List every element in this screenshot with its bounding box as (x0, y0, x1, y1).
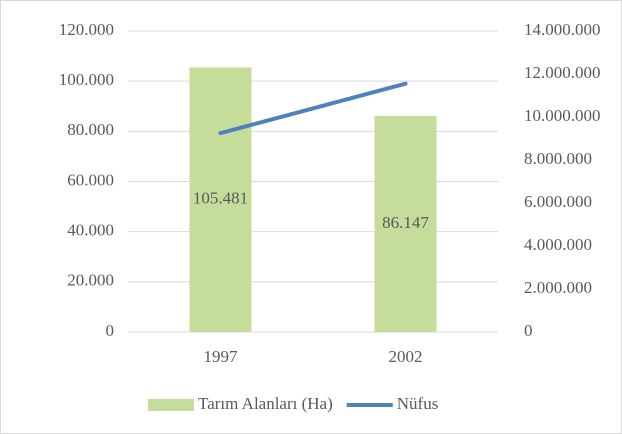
y2-tick-label: 0 (524, 321, 533, 340)
bar (189, 67, 252, 333)
x-tick-label: 2002 (389, 347, 423, 366)
y-tick-label: 0 (106, 321, 115, 340)
y-tick-label: 80.000 (67, 120, 114, 139)
legend-swatch (148, 399, 194, 411)
y2-tick-label: 4.000.000 (524, 235, 592, 254)
y-tick-label: 100.000 (59, 70, 114, 89)
y2-tick-label: 10.000.000 (524, 106, 601, 125)
y2-tick-label: 14.000.000 (524, 20, 601, 39)
y-tick-label: 40.000 (67, 221, 114, 240)
bar (374, 115, 437, 332)
y-tick-label: 60.000 (67, 170, 114, 189)
x-tick-label: 1997 (204, 347, 239, 366)
legend-label: Nüfus (397, 394, 439, 413)
y2-tick-label: 8.000.000 (524, 149, 592, 168)
line (218, 81, 408, 136)
data-label: 105.481 (193, 189, 248, 208)
y-tick-label: 20.000 (67, 271, 114, 290)
y2-tick-label: 2.000.000 (524, 278, 592, 297)
y2-tick-label: 12.000.000 (524, 63, 601, 82)
data-label: 86.147 (382, 213, 429, 232)
y2-tick-label: 6.000.000 (524, 192, 592, 211)
legend-label: Tarım Alanları (Ha) (198, 394, 333, 413)
y-tick-label: 120.000 (59, 20, 114, 39)
